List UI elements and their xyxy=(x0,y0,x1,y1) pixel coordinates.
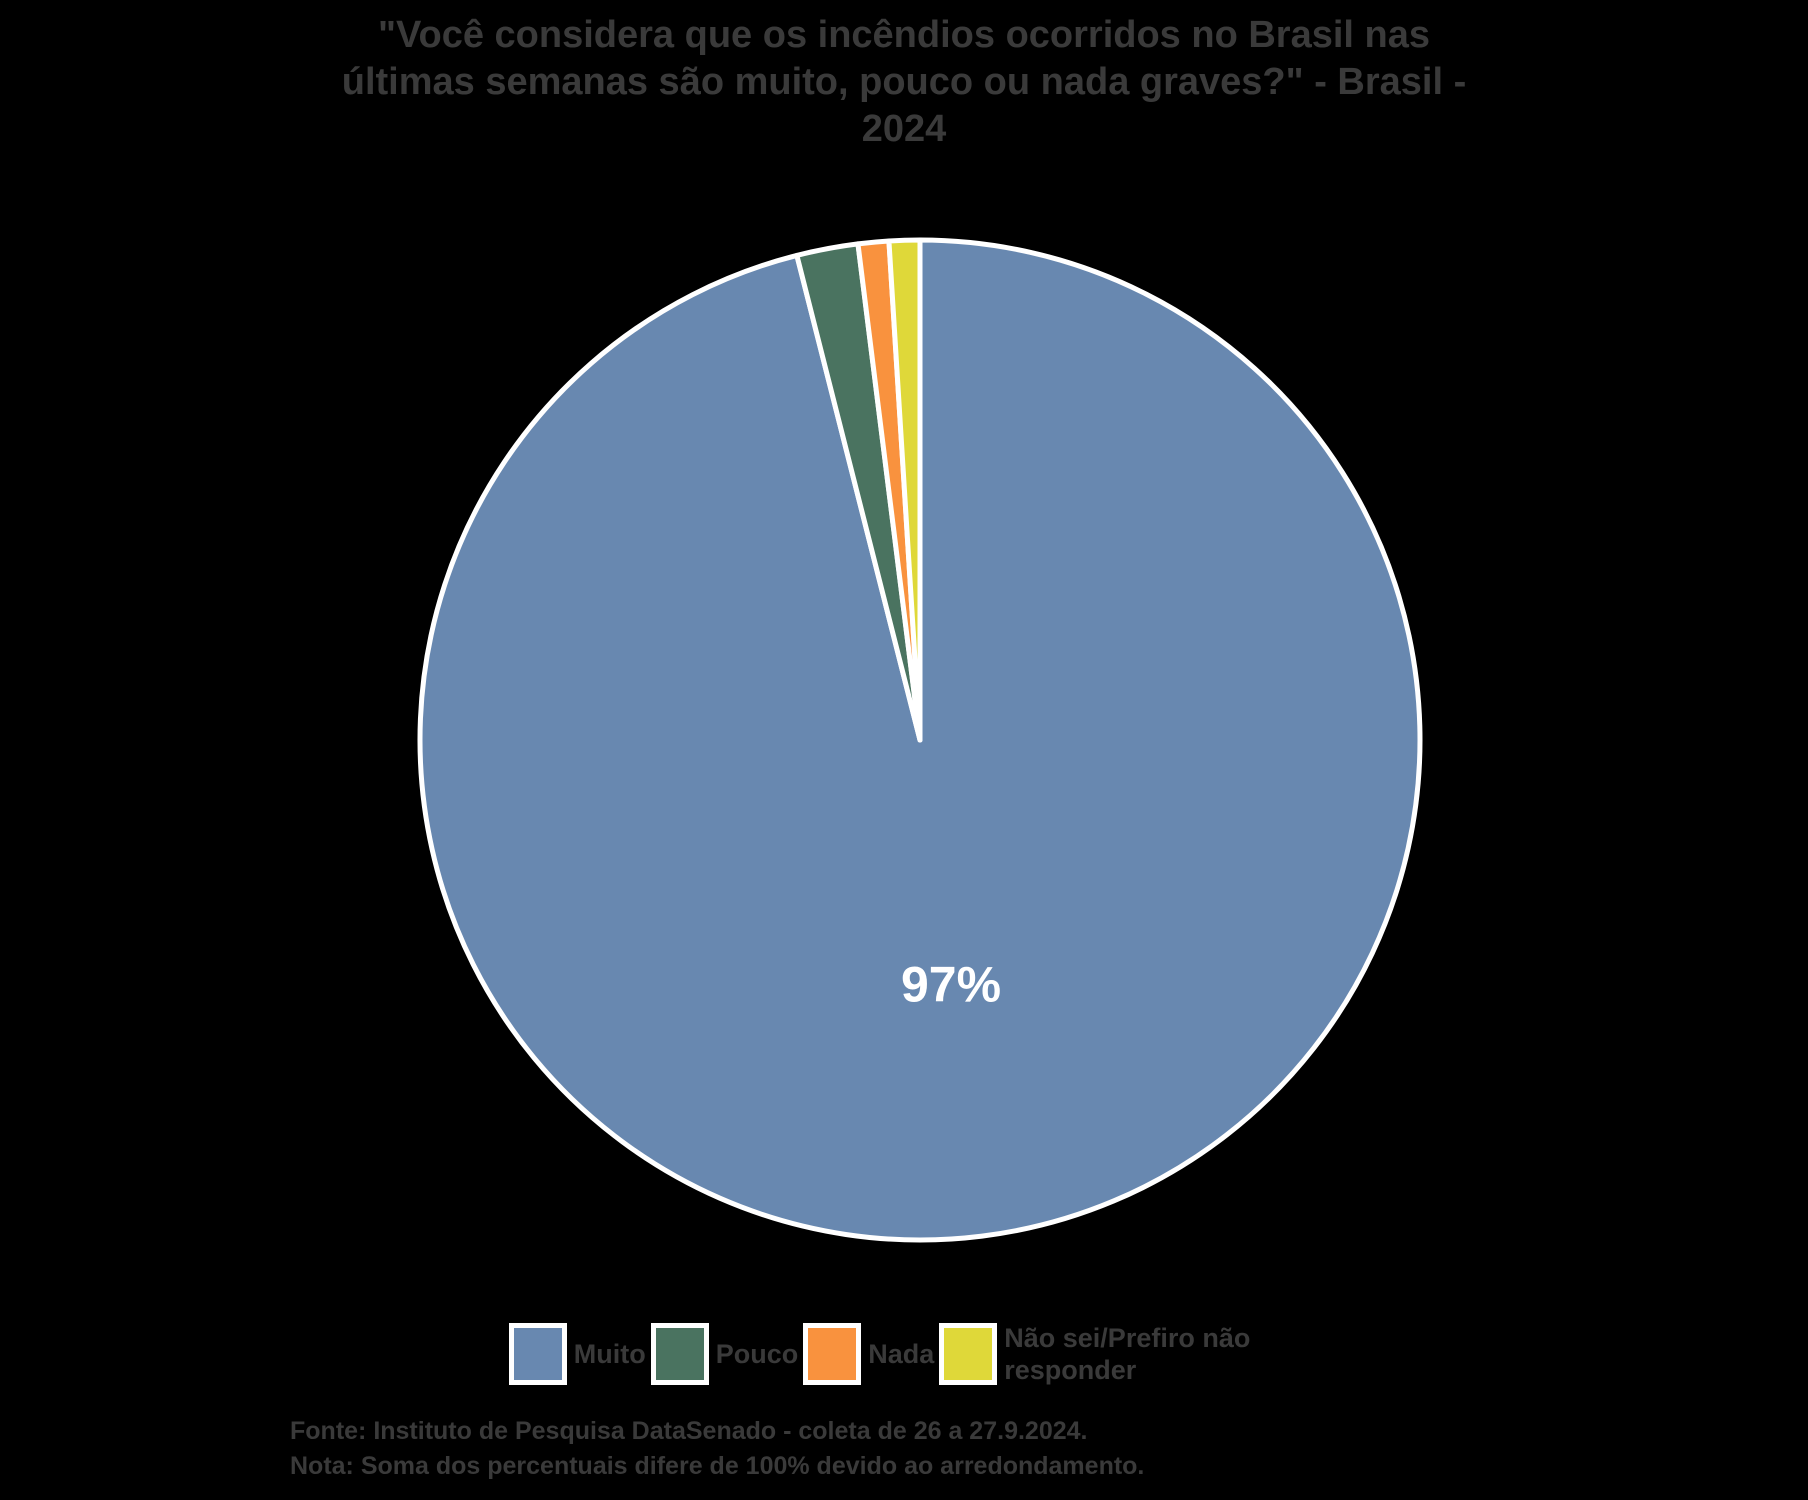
chart-title-line-3: 2024 xyxy=(861,108,947,150)
legend-label-nada: Nada xyxy=(868,1339,935,1369)
legend-item-nao-sei-prefiro-nao-responder: Não sei/Prefiro não responder xyxy=(939,1322,1294,1386)
data-label-muito: 97% xyxy=(901,956,1001,1012)
legend-swatch-muito xyxy=(508,1323,567,1385)
legend-item-nada: Nada xyxy=(803,1323,934,1385)
chart-title-line-2: últimas semanas são muito, pouco ou nada… xyxy=(341,61,1467,103)
pie-chart: 97% xyxy=(417,237,1423,1243)
chart-title: "Você considera que os incêndios ocorrid… xyxy=(0,12,1808,153)
legend-label-muito: Muito xyxy=(573,1339,646,1369)
legend-label-pouco: Pouco xyxy=(715,1339,799,1369)
source-note: Fonte: Instituto de Pesquisa DataSenado … xyxy=(290,1417,1088,1445)
chart-title-line-1: "Você considera que os incêndios ocorrid… xyxy=(377,14,1431,56)
legend-item-muito: Muito xyxy=(508,1323,646,1385)
legend-label-nao-sei-prefiro-nao-responder: Não sei/Prefiro não responder xyxy=(1004,1323,1251,1385)
legend: Muito Pouco Nada Não sei/Prefiro não respon… xyxy=(0,1322,1808,1386)
legend-swatch-nada xyxy=(803,1323,862,1385)
pie-slice-nao-sei-prefiro-nao-responder xyxy=(886,237,923,743)
chart-footer: Fonte: Instituto de Pesquisa DataSenado … xyxy=(290,1414,1144,1484)
legend-swatch-nao-sei-prefiro-nao-responder xyxy=(939,1323,998,1385)
legend-swatch-pouco xyxy=(650,1323,709,1385)
rounding-note: Nota: Soma dos percentuais difere de 100… xyxy=(290,1452,1145,1480)
legend-item-pouco: Pouco xyxy=(650,1323,799,1385)
